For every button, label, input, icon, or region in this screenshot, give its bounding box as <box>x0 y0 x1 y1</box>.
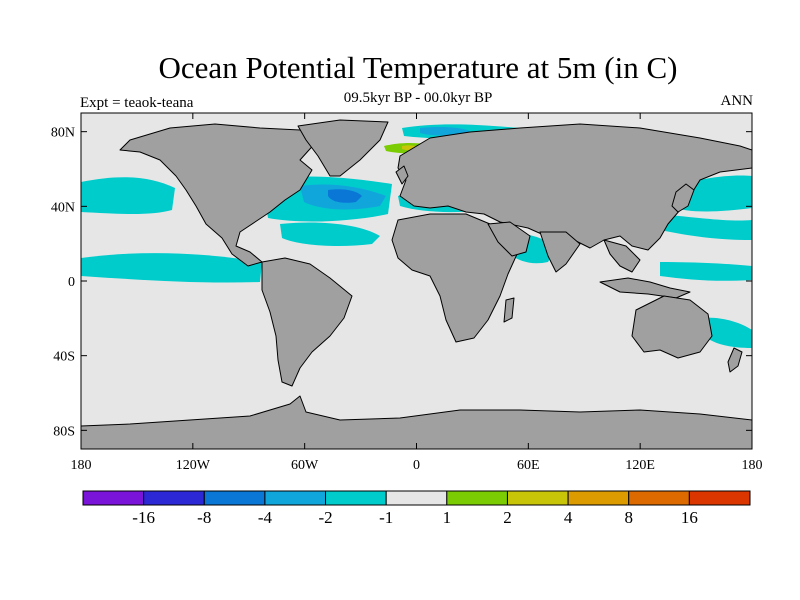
map-subtitle: 09.5kyr BP - 00.0kyr BP <box>343 90 493 106</box>
colorbar-box <box>628 490 690 506</box>
colorbar-label: -16 <box>132 508 155 527</box>
lon-tick-label: 180 <box>742 458 763 473</box>
colorbar-label: -8 <box>197 508 211 527</box>
lon-tick-label: 120E <box>625 458 655 473</box>
colorbar-box <box>264 490 327 506</box>
india <box>539 231 581 273</box>
colorbar-box <box>506 490 569 506</box>
patch-subtropical-atlantic <box>280 222 380 246</box>
british-isles <box>395 165 409 185</box>
south-america <box>261 257 353 387</box>
antarctica <box>81 395 752 449</box>
colorbar-box <box>82 490 145 506</box>
colorbar-box <box>567 490 630 506</box>
lat-tick-label: 40S <box>53 350 75 365</box>
colorbar-box <box>385 490 448 506</box>
indonesia <box>599 277 691 299</box>
patch-sw-pacific <box>700 317 752 348</box>
lon-tick-label: 60W <box>291 458 319 473</box>
colorbar-box <box>143 490 205 506</box>
field-layer <box>81 119 752 449</box>
colorbar-label: 8 <box>624 508 633 527</box>
colorbar-label: 16 <box>681 508 698 527</box>
patch-n-atlantic-peak <box>328 189 362 203</box>
lon-tick-label: 120W <box>176 458 211 473</box>
colorbar-box <box>203 490 266 506</box>
eurasia <box>397 123 752 251</box>
experiment-label: Expt = teaok-teana <box>80 95 194 111</box>
season-label: ANN <box>720 93 754 109</box>
lat-tick-label: 80S <box>53 424 75 439</box>
latitude-axis: 80N 40N 0 40S 80S <box>51 126 752 439</box>
colorbar-label: -4 <box>258 508 273 527</box>
patch-eq-pacific-east <box>81 253 262 283</box>
patch-n-pacific-east <box>81 177 175 214</box>
colorbar-label: -2 <box>318 508 332 527</box>
lon-tick-label: 60E <box>517 458 540 473</box>
lon-tick-label: 0 <box>413 458 420 473</box>
patch-eq-pacific-west <box>660 262 752 281</box>
land-layer <box>81 119 752 449</box>
arabia <box>487 221 531 257</box>
colorbar-label: 2 <box>503 508 512 527</box>
longitude-axis: 180 120W 60W 0 60E 120E 180 <box>71 113 763 473</box>
colorbar-label: 1 <box>443 508 452 527</box>
colorbar-box <box>688 490 751 506</box>
colorbar: -16 -8 -4 -2 -1 1 2 4 8 16 <box>82 490 751 527</box>
japan <box>671 183 695 213</box>
madagascar <box>503 297 515 323</box>
lon-tick-label: 180 <box>71 458 92 473</box>
africa <box>391 213 519 343</box>
colorbar-box <box>325 490 387 506</box>
lat-tick-label: 40N <box>51 200 75 215</box>
australia <box>631 295 713 359</box>
colorbar-label: 4 <box>564 508 573 527</box>
lat-tick-label: 0 <box>68 275 75 290</box>
new-zealand <box>727 347 743 373</box>
colorbar-label: -1 <box>379 508 393 527</box>
southeast-asia <box>603 239 641 273</box>
colorbar-box <box>446 490 508 506</box>
patch-n-pacific-west-band <box>660 214 752 240</box>
map-panel <box>80 112 753 450</box>
map-title: Ocean Potential Temperature at 5m (in C) <box>158 50 678 85</box>
lat-tick-label: 80N <box>51 126 75 141</box>
greenland <box>297 119 389 177</box>
